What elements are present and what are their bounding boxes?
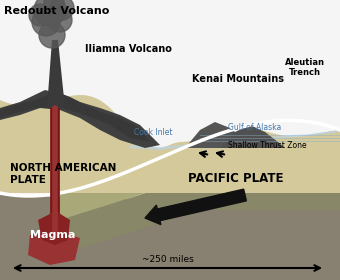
Text: Shallow Thrust Zone: Shallow Thrust Zone (228, 141, 307, 150)
Text: NORTH AMERICAN
PLATE: NORTH AMERICAN PLATE (10, 163, 116, 185)
Polygon shape (60, 130, 340, 220)
Polygon shape (185, 122, 260, 148)
Circle shape (32, 8, 60, 36)
FancyArrow shape (145, 189, 246, 225)
Circle shape (50, 0, 74, 20)
Polygon shape (130, 130, 340, 150)
Polygon shape (0, 92, 150, 142)
Text: Kenai Mountains: Kenai Mountains (192, 74, 284, 84)
Polygon shape (0, 195, 340, 280)
Text: Magma: Magma (30, 230, 75, 240)
Polygon shape (47, 40, 65, 108)
Polygon shape (60, 175, 340, 255)
Circle shape (44, 0, 64, 12)
Polygon shape (0, 108, 340, 193)
Text: Redoubt Volcano: Redoubt Volcano (4, 6, 109, 16)
Circle shape (29, 4, 51, 26)
Text: Aleutian
Trench: Aleutian Trench (285, 58, 325, 77)
Circle shape (39, 22, 65, 48)
Polygon shape (0, 90, 160, 148)
Circle shape (34, 0, 66, 26)
Text: Iliamna Volcano: Iliamna Volcano (85, 44, 172, 54)
Polygon shape (0, 95, 340, 193)
Text: ~250 miles: ~250 miles (142, 255, 194, 264)
Text: PACIFIC PLATE: PACIFIC PLATE (188, 172, 284, 185)
Text: Cook Inlet: Cook Inlet (134, 128, 172, 137)
Text: Gulf of Alaska: Gulf of Alaska (228, 123, 281, 132)
Circle shape (48, 8, 72, 32)
Polygon shape (28, 230, 80, 265)
Polygon shape (38, 210, 70, 245)
Polygon shape (220, 125, 285, 148)
